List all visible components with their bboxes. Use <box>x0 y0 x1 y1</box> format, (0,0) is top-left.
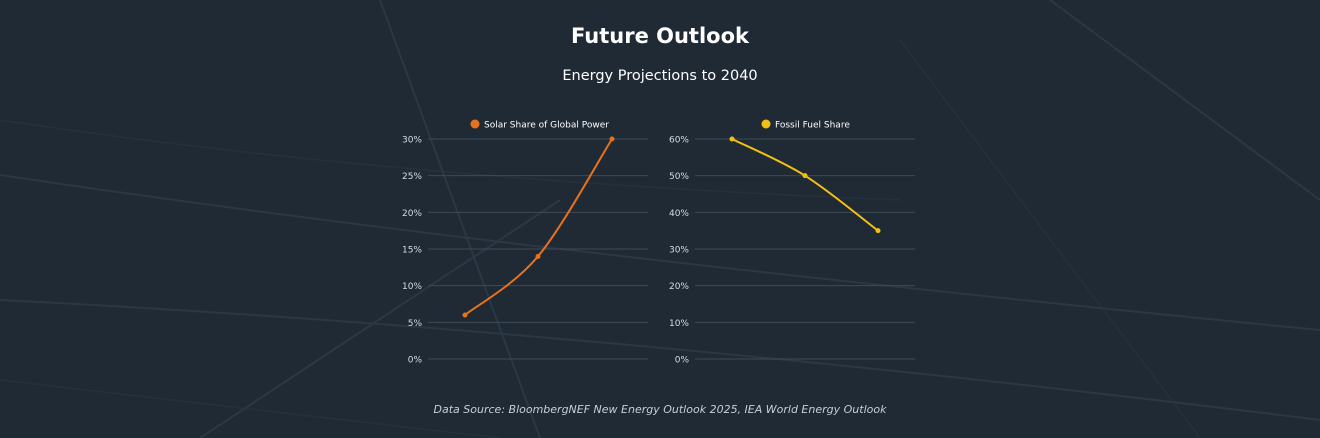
y-tick-label: 10% <box>669 319 689 329</box>
y-tick-label: 10% <box>402 282 422 292</box>
y-tick-label: 25% <box>402 172 422 182</box>
y-tick-label: 20% <box>669 282 689 292</box>
data-point[interactable] <box>802 173 808 179</box>
y-tick-label: 20% <box>402 209 422 219</box>
legend-label: Solar Share of Global Power <box>484 121 609 131</box>
solar-share-chart: 0% 5% 10% 15% 20% 25% 30% Solar Share of Global… <box>402 119 648 366</box>
y-tick-label: 60% <box>669 136 689 146</box>
y-tick-label: 30% <box>402 136 422 146</box>
series-line <box>464 138 613 316</box>
y-tick-label: 5% <box>408 319 423 329</box>
data-source-note: Data Source: BloombergNEF New Energy Out… <box>433 403 887 416</box>
legend[interactable]: Solar Share of Global Power <box>470 119 610 131</box>
y-tick-label: 0% <box>408 356 423 366</box>
data-point[interactable] <box>609 136 615 142</box>
legend-marker <box>470 119 480 129</box>
legend[interactable]: Fossil Fuel Share <box>761 119 851 131</box>
data-point[interactable] <box>462 312 468 318</box>
y-tick-label: 15% <box>402 246 422 256</box>
page-title: Future Outlook <box>570 24 749 48</box>
series-line <box>731 138 879 232</box>
legend-marker <box>761 119 771 129</box>
y-tick-label: 50% <box>669 172 689 182</box>
y-tick-label: 30% <box>669 246 689 256</box>
page-subtitle: Energy Projections to 2040 <box>562 68 758 84</box>
fossil-share-chart: 0% 10% 20% 30% 40% 50% 60% Fossil Fuel Share <box>669 119 915 366</box>
y-tick-label: 40% <box>669 209 689 219</box>
data-point[interactable] <box>875 228 881 234</box>
data-point[interactable] <box>729 136 735 142</box>
y-tick-label: 0% <box>675 356 690 366</box>
legend-label: Fossil Fuel Share <box>775 121 850 131</box>
data-point[interactable] <box>535 253 541 259</box>
